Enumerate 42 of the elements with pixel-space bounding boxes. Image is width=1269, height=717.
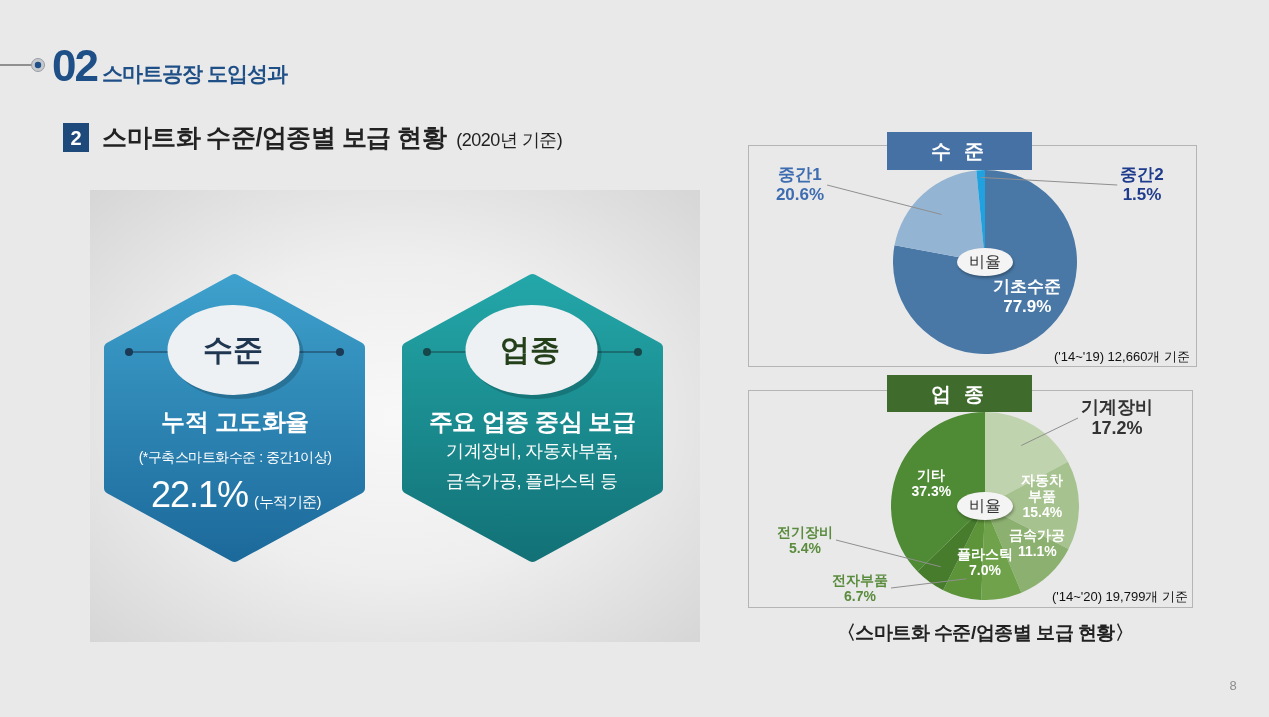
text: 2	[70, 126, 82, 150]
slice-label: 중간2	[1120, 165, 1164, 185]
slice-label: 기타	[916, 467, 947, 484]
slice-label: 기계장비	[1081, 397, 1153, 418]
text: 22.1%	[150, 474, 249, 515]
slice-label: 전기장비	[777, 523, 833, 540]
text: 주요 업종 중심 보급	[428, 408, 636, 436]
text: 기계장비, 자동차부품, 금속가공, 플라스틱 등	[445, 440, 619, 493]
text: 누적 고도화율	[161, 408, 309, 436]
text: 〈스마트화 수준/업종별 보급 현황〉	[836, 622, 1134, 644]
text: 스마트화 수준/업종별 보급 현황	[102, 122, 447, 152]
data-label: 6.7%	[843, 588, 877, 605]
slice-label: 중간1	[777, 165, 823, 185]
text: 업종	[500, 332, 560, 368]
text: 스마트공장 도입성과	[101, 62, 287, 87]
text: ('14~'20) 19,799개 기준	[1051, 588, 1188, 605]
chart-title: 업 종	[930, 382, 989, 405]
text: (2020년 기준)	[456, 129, 563, 151]
data-label: 77.9%	[1002, 297, 1053, 318]
slice-label: 기초수준	[993, 277, 1062, 298]
text: 비율	[969, 496, 1001, 516]
text: 8	[1229, 677, 1237, 694]
chart-title: 수 준	[930, 139, 989, 163]
slice-label: 플라스틱	[957, 546, 1013, 563]
slice-label: 금속가공	[1009, 526, 1066, 543]
text: 비율	[969, 252, 1001, 272]
text: (누적기준)	[254, 493, 322, 511]
pie-slice	[893, 170, 1077, 354]
data-label: 5.4%	[788, 540, 822, 557]
data-label: 11.1%	[1017, 542, 1057, 559]
slice-label: 자동차 부품	[1020, 471, 1065, 504]
data-label: 20.6%	[775, 185, 825, 205]
slice-label: 전자부품	[832, 571, 888, 588]
text: 수준	[203, 332, 263, 368]
text: ('14~'19) 12,660개 기준	[1053, 348, 1190, 365]
data-label: 1.5%	[1121, 185, 1163, 205]
data-label: 7.0%	[968, 562, 1002, 579]
text: (*구축스마트화수준 : 중간1이상)	[138, 448, 332, 466]
data-label: 37.3%	[911, 483, 952, 500]
data-label: 15.4%	[1021, 503, 1064, 521]
text: 02	[52, 41, 97, 90]
data-label: 17.2%	[1090, 418, 1144, 439]
